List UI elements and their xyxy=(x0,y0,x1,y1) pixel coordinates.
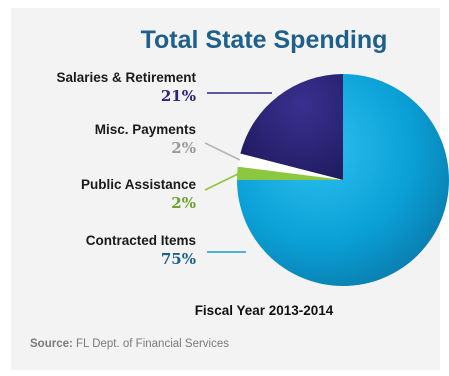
chart-title: Total State Spending xyxy=(141,26,388,54)
pie-slice-public xyxy=(237,166,343,180)
slice-value-misc: 2% xyxy=(171,139,196,157)
source-label: Source: xyxy=(30,338,73,350)
leader-line-public xyxy=(204,173,239,191)
leader-line-misc xyxy=(204,142,241,161)
pie-slice-misc xyxy=(237,153,343,180)
pie-slice-salaries xyxy=(240,74,343,180)
slice-value-public: 2% xyxy=(171,194,196,212)
leader-lines xyxy=(204,92,272,253)
slice-label-public: Public Assistance xyxy=(81,177,197,192)
source-line: Source: FL Dept. of Financial Services xyxy=(30,338,229,350)
pie-slices xyxy=(237,74,449,286)
slice-label-misc: Misc. Payments xyxy=(95,122,196,137)
slice-value-contracted: 75% xyxy=(161,250,196,268)
slice-label-salaries: Salaries & Retirement xyxy=(56,70,196,85)
slice-label-contracted: Contracted Items xyxy=(86,233,196,248)
pie-slice-contracted xyxy=(237,74,449,286)
source-text: FL Dept. of Financial Services xyxy=(73,338,229,350)
slice-value-salaries: 21% xyxy=(161,87,196,105)
chart-subtitle: Fiscal Year 2013-2014 xyxy=(195,303,334,318)
